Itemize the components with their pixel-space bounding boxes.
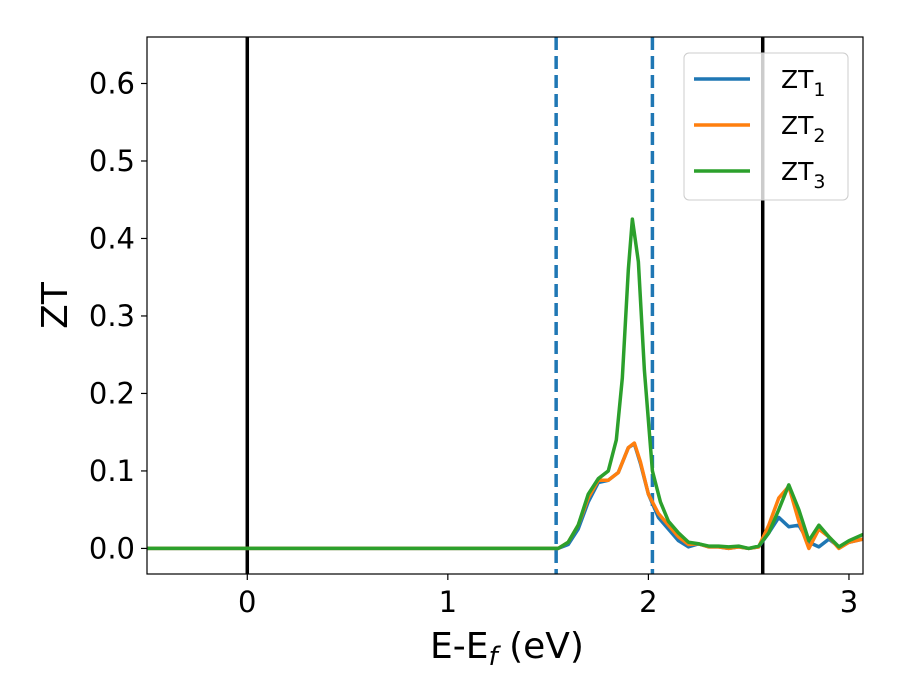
legend-label-subscript: 3 (813, 171, 825, 193)
x-axis: 0 1 2 3 (238, 574, 858, 619)
y-tick-label: 0.6 (89, 66, 135, 100)
legend-box (683, 52, 849, 201)
y-axis-title: ZT (35, 281, 76, 329)
legend-label-main: ZT (781, 65, 814, 94)
y-tick-label: 0.1 (89, 454, 135, 488)
x-tick-label: 0 (238, 585, 256, 619)
x-tick-label: 2 (639, 585, 657, 619)
legend-label-main: ZT (781, 157, 814, 186)
series-line-zt3 (147, 217, 863, 551)
x-axis-title: E-Ef (eV) (430, 626, 584, 672)
plot-frame (146, 36, 864, 575)
legend-label-main: ZT (781, 111, 814, 140)
y-tick-label: 0.5 (89, 144, 135, 178)
y-tick-label: 0.3 (89, 299, 135, 333)
y-tick-label: 0.2 (89, 376, 135, 410)
x-axis-title-unit: (eV) (498, 626, 584, 667)
x-tick-label: 1 (439, 585, 457, 619)
y-tick-label: 0.0 (89, 531, 135, 565)
x-axis-title-main: E-E (430, 626, 488, 667)
legend-label-subscript: 2 (813, 125, 825, 147)
legend-label: ZT2 (781, 111, 826, 147)
series-line-zt1 (147, 442, 863, 551)
y-axis: 0.0 0.1 0.2 0.3 0.4 0.5 0.6 (89, 66, 147, 565)
legend-label: ZT1 (781, 65, 826, 101)
y-tick-label: 0.4 (89, 221, 135, 255)
x-tick-label: 3 (840, 585, 858, 619)
legend-label-subscript: 1 (813, 79, 825, 101)
legend-label: ZT3 (781, 157, 826, 193)
series-line-zt2 (147, 441, 863, 551)
